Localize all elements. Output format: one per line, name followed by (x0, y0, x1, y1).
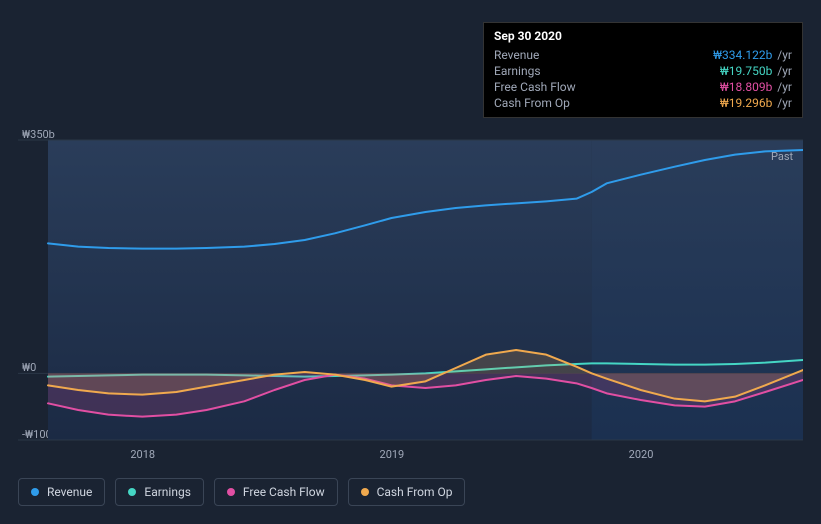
legend-label: Free Cash Flow (243, 485, 325, 499)
x-tick-label: 2019 (380, 448, 405, 461)
line-chart (18, 120, 803, 450)
tooltip-date: Sep 30 2020 (494, 29, 792, 43)
tooltip-suffix: /yr (774, 80, 792, 94)
tooltip-label: Free Cash Flow (494, 80, 576, 94)
x-tick-label: 2018 (130, 448, 155, 461)
legend-dot (227, 488, 235, 496)
chart-legend: Revenue Earnings Free Cash Flow Cash From O… (18, 478, 465, 506)
legend-dot (31, 488, 39, 496)
x-tick-label: 2020 (629, 448, 654, 461)
legend-item[interactable]: Earnings (115, 478, 204, 506)
legend-dot (128, 488, 136, 496)
tooltip-row: Free Cash Flow ₩18.809b /yr (494, 79, 792, 95)
legend-dot (361, 488, 369, 496)
tooltip-value: ₩19.750b (720, 64, 773, 78)
past-label: Past (771, 150, 793, 163)
legend-label: Earnings (144, 485, 191, 499)
tooltip-row: Cash From Op ₩19.296b /yr (494, 95, 792, 111)
legend-label: Revenue (47, 485, 92, 499)
legend-item[interactable]: Free Cash Flow (214, 478, 338, 506)
tooltip-value: ₩334.122b (713, 48, 772, 62)
legend-label: Cash From Op (377, 485, 453, 499)
chart-tooltip: Sep 30 2020 Revenue₩334.122b /yrEarnings… (483, 22, 803, 118)
tooltip-label: Earnings (494, 64, 541, 78)
tooltip-suffix: /yr (774, 48, 792, 62)
tooltip-label: Revenue (494, 48, 539, 62)
tooltip-row: Revenue ₩334.122b /yr (494, 47, 792, 63)
tooltip-suffix: /yr (774, 64, 792, 78)
tooltip-value: ₩19.296b (720, 96, 773, 110)
chart-area: Past 201820192020 (18, 120, 803, 450)
legend-item[interactable]: Revenue (18, 478, 105, 506)
tooltip-suffix: /yr (774, 96, 792, 110)
tooltip-label: Cash From Op (494, 96, 570, 110)
tooltip-value: ₩18.809b (720, 80, 773, 94)
tooltip-row: Earnings ₩19.750b /yr (494, 63, 792, 79)
legend-item[interactable]: Cash From Op (348, 478, 466, 506)
